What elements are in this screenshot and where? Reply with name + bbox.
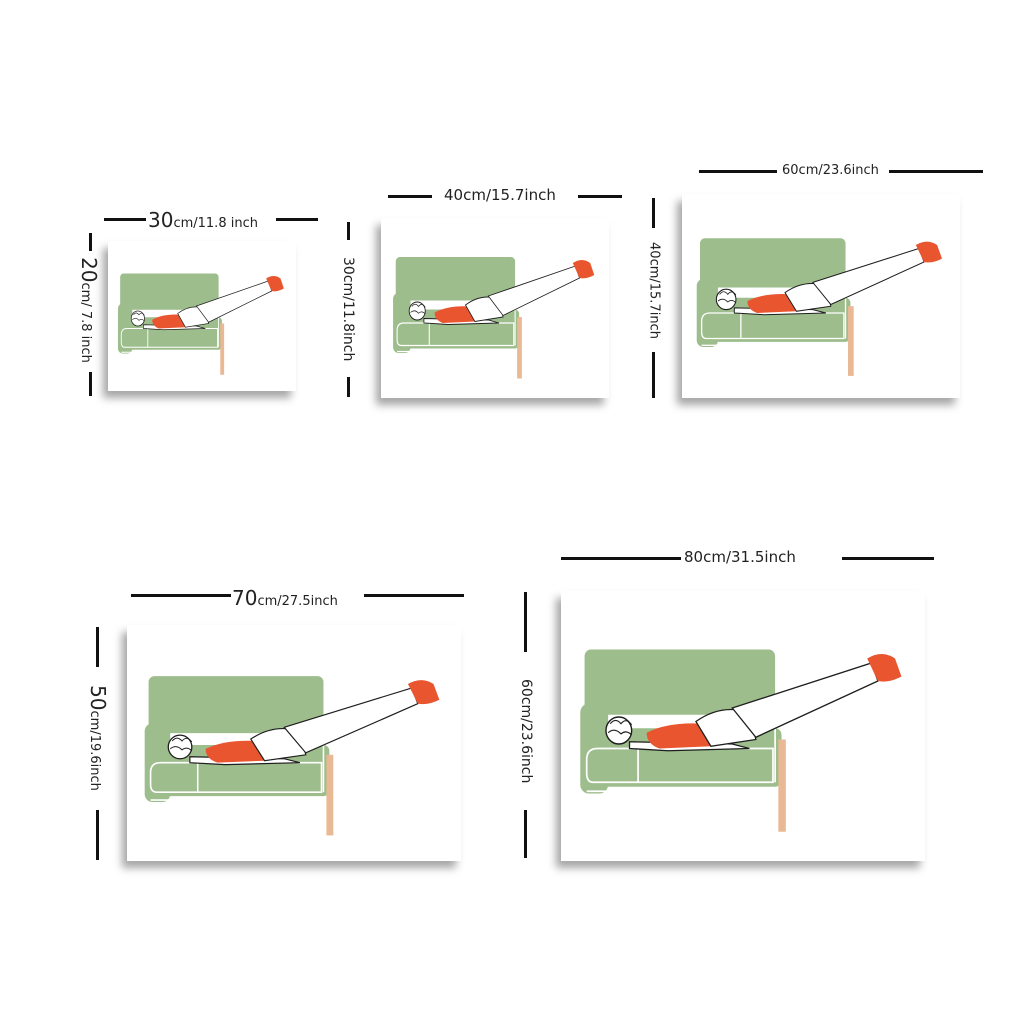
height-dimension-line	[652, 352, 655, 398]
canvas-print-70x50	[127, 625, 461, 861]
canvas-print-40x30	[381, 218, 609, 398]
width-dimension-line	[889, 170, 983, 173]
width-label: 30cm/11.8 inch	[148, 210, 258, 230]
width-dimension-line	[561, 557, 681, 560]
width-label: 60cm/23.6inch	[782, 163, 879, 178]
width-label: 80cm/31.5inch	[684, 548, 796, 566]
width-unit: cm/11.8 inch	[173, 216, 258, 231]
height-label: 30cm/11.8inch	[340, 257, 356, 362]
height-label: 20cm/ 7.8 inch	[77, 230, 101, 390]
width-unit: cm/27.5inch	[257, 594, 338, 609]
height-dimension-line	[96, 627, 99, 667]
width-dimension-line	[104, 218, 146, 221]
height-dimension-line	[89, 233, 92, 251]
height-unit: cm/ 7.8 inch	[78, 282, 93, 363]
height-dimension-line	[347, 222, 350, 240]
width-dimension-line	[842, 557, 934, 560]
height-label: 50cm/19.6inch	[86, 668, 110, 808]
sofa-illustration	[143, 675, 441, 837]
sofa-illustration	[117, 273, 285, 376]
width-label: 70cm/27.5inch	[232, 588, 338, 608]
width-dimension-line	[364, 594, 464, 597]
height-number: 20	[77, 257, 101, 283]
height-label: 40cm/15.7inch	[646, 242, 662, 339]
width-dimension-line	[276, 218, 318, 221]
sofa-illustration	[579, 648, 903, 833]
height-number: 50	[86, 685, 110, 711]
width-dimension-line	[388, 195, 432, 198]
width-number: 30	[148, 208, 174, 232]
canvas-print-60x40	[682, 194, 960, 398]
height-dimension-line	[524, 592, 527, 652]
height-dimension-line	[96, 810, 99, 860]
width-number: 70	[232, 586, 258, 610]
sofa-illustration	[696, 237, 943, 377]
height-dimension-line	[347, 377, 350, 397]
sofa-illustration	[392, 256, 595, 380]
width-dimension-line	[699, 170, 777, 173]
width-dimension-line	[131, 594, 231, 597]
height-label: 60cm/23.6inch	[518, 679, 534, 784]
canvas-print-80x60	[561, 591, 925, 861]
height-unit: cm/19.6inch	[87, 710, 102, 791]
height-dimension-line	[652, 198, 655, 228]
width-label: 40cm/15.7inch	[444, 186, 556, 204]
canvas-print-30x20	[108, 241, 296, 391]
height-dimension-line	[89, 372, 92, 396]
width-dimension-line	[578, 195, 622, 198]
height-dimension-line	[524, 810, 527, 858]
